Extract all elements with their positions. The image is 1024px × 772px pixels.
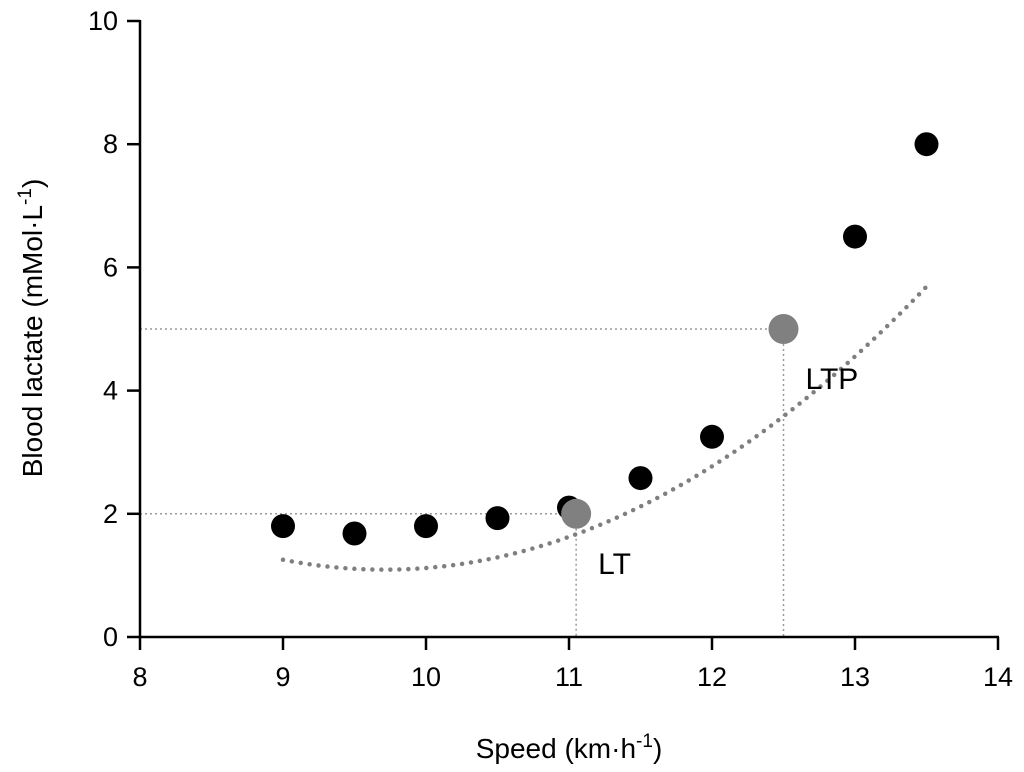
axes: 0 2 4 6 8 10 8 9 10 11 12 13 14	[88, 6, 1013, 692]
fit-curve	[280, 284, 929, 572]
x-tick-label: 11	[555, 662, 583, 692]
threshold-guide-lines	[140, 328, 785, 637]
x-tick-label: 8	[132, 662, 147, 692]
y-tick-label: 8	[103, 129, 118, 159]
data-point	[271, 514, 295, 539]
data-points	[271, 132, 939, 546]
y-tick-label: 2	[103, 499, 118, 529]
data-point	[342, 521, 367, 546]
x-tick-label: 13	[840, 662, 870, 692]
x-tick-label: 12	[697, 662, 727, 692]
threshold-marker	[561, 498, 592, 529]
data-point	[700, 424, 724, 449]
threshold-label: LTP	[806, 363, 859, 396]
x-axis-title: Speed (km·h-1)	[476, 731, 663, 764]
data-point	[914, 132, 939, 157]
x-tick-label: 10	[411, 662, 441, 692]
y-tick-label: 4	[103, 376, 118, 406]
y-tick-label: 6	[103, 252, 118, 282]
fit-curve-layer	[280, 284, 929, 572]
data-point	[485, 506, 510, 531]
data-point	[843, 224, 867, 249]
y-tick-label: 10	[88, 6, 118, 36]
data-point	[414, 514, 438, 539]
threshold-label: LT	[598, 548, 631, 581]
threshold-marker	[768, 314, 799, 344]
y-tick-label: 0	[103, 622, 118, 652]
threshold-annotations: LT LTP	[561, 314, 858, 581]
x-tick-label: 14	[983, 662, 1013, 692]
x-tick-label: 9	[275, 662, 290, 692]
data-point	[628, 466, 653, 491]
y-axis-title: Blood lactate (mMol·L-1)	[15, 179, 48, 478]
